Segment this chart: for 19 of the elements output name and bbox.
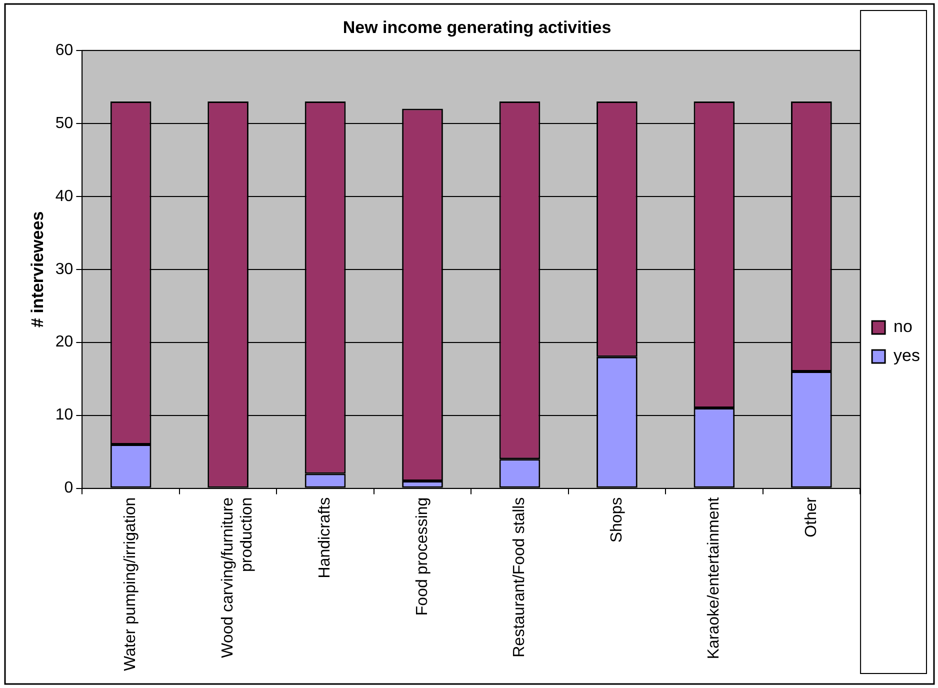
y-tick-label: 60 (55, 42, 74, 59)
x-tick-label: Water pumping/irrigation (122, 497, 140, 671)
y-tick-label: 30 (55, 260, 74, 278)
x-tick-label: Other (802, 496, 820, 538)
x-tick-label: Karaoke/entertainment (706, 496, 723, 660)
y-tick-label: 40 (55, 188, 74, 205)
legend-label: no (894, 317, 912, 336)
x-tick-label: Restaurant/Food stalls (511, 497, 528, 658)
y-tick-label: 10 (55, 406, 74, 424)
legend-label: yes (894, 346, 920, 366)
x-tick-label: Shops (608, 497, 626, 543)
y-tick-label: 50 (55, 114, 74, 132)
chart-title: New income generating activities (342, 18, 612, 37)
y-tick-label: 20 (55, 334, 74, 351)
y-tick-label: 0 (64, 480, 74, 497)
x-tick-label: Food processing (414, 497, 431, 616)
y-axis-title: # interviewees (28, 211, 47, 328)
x-tick-label: Handicrafts (316, 497, 334, 578)
x-tick-label: Wood carving/furniture production (219, 497, 256, 658)
